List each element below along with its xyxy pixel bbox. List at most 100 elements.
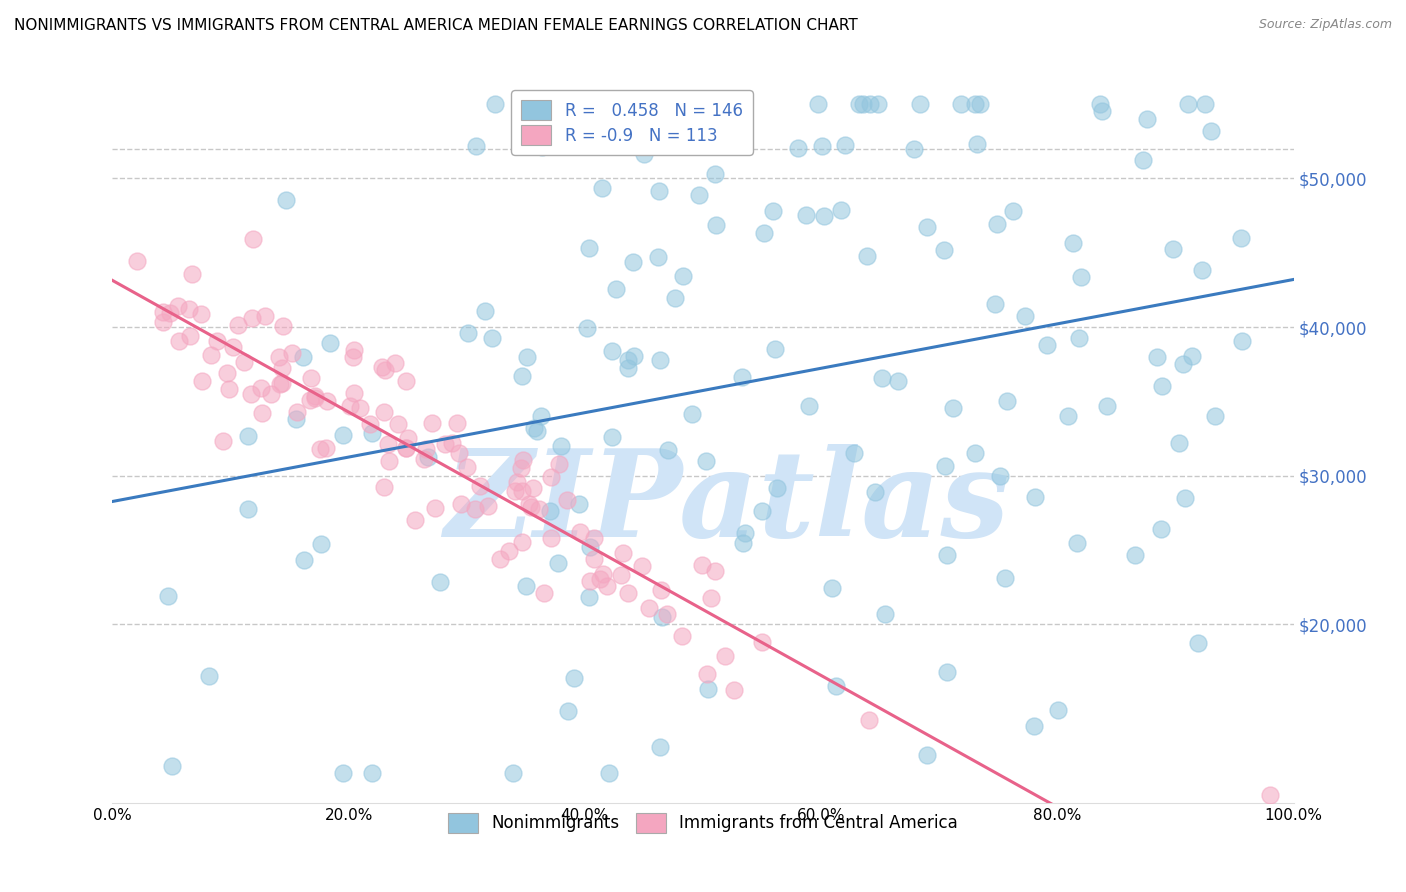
Point bbox=[1168, 435, 1191, 450]
Point bbox=[830, 203, 852, 218]
Point bbox=[152, 305, 174, 319]
Point bbox=[598, 766, 620, 780]
Point bbox=[648, 740, 671, 755]
Point bbox=[799, 400, 821, 414]
Point bbox=[630, 558, 652, 573]
Point bbox=[994, 571, 1017, 585]
Point bbox=[152, 315, 174, 329]
Point bbox=[651, 610, 673, 624]
Point bbox=[522, 481, 544, 495]
Point bbox=[942, 401, 965, 416]
Point bbox=[343, 386, 366, 401]
Point bbox=[834, 137, 856, 152]
Point bbox=[217, 366, 239, 380]
Point bbox=[395, 374, 418, 388]
Point bbox=[763, 343, 786, 357]
Point bbox=[449, 445, 471, 459]
Point bbox=[239, 387, 262, 401]
Point bbox=[342, 350, 364, 364]
Point bbox=[530, 139, 553, 153]
Point bbox=[704, 131, 727, 145]
Point bbox=[1174, 491, 1197, 505]
Point bbox=[1146, 350, 1168, 364]
Point bbox=[503, 484, 526, 499]
Point bbox=[664, 292, 686, 306]
Point bbox=[1194, 97, 1216, 112]
Point bbox=[457, 326, 479, 340]
Point bbox=[456, 460, 478, 475]
Point bbox=[932, 243, 955, 257]
Point bbox=[903, 142, 925, 156]
Point bbox=[1132, 153, 1154, 168]
Point bbox=[969, 97, 991, 112]
Point bbox=[704, 219, 727, 233]
Point bbox=[373, 405, 395, 419]
Point bbox=[332, 766, 354, 780]
Point bbox=[648, 184, 671, 198]
Point bbox=[688, 188, 710, 202]
Point bbox=[873, 607, 896, 622]
Point bbox=[429, 574, 451, 589]
Point bbox=[650, 582, 672, 597]
Point bbox=[1258, 789, 1281, 803]
Point bbox=[657, 443, 679, 458]
Point bbox=[1022, 719, 1045, 733]
Point bbox=[751, 634, 773, 648]
Point bbox=[547, 556, 569, 570]
Point bbox=[734, 526, 756, 541]
Point bbox=[610, 567, 633, 582]
Point bbox=[254, 310, 277, 324]
Point bbox=[370, 359, 392, 374]
Point bbox=[181, 268, 204, 282]
Point bbox=[579, 540, 602, 554]
Point bbox=[950, 97, 973, 112]
Point bbox=[260, 387, 283, 401]
Point bbox=[718, 97, 741, 112]
Point bbox=[794, 208, 817, 222]
Point bbox=[343, 343, 366, 357]
Point bbox=[269, 377, 291, 392]
Point bbox=[292, 553, 315, 567]
Text: NONIMMIGRANTS VS IMMIGRANTS FROM CENTRAL AMERICA MEDIAN FEMALE EARNINGS CORRELAT: NONIMMIGRANTS VS IMMIGRANTS FROM CENTRAL… bbox=[14, 18, 858, 33]
Point bbox=[242, 232, 264, 246]
Point bbox=[856, 249, 879, 263]
Point bbox=[704, 167, 727, 181]
Point bbox=[446, 416, 468, 430]
Point bbox=[377, 436, 399, 450]
Point bbox=[377, 454, 399, 468]
Point bbox=[309, 442, 332, 456]
Point bbox=[517, 497, 540, 511]
Point bbox=[396, 431, 419, 445]
Point bbox=[917, 747, 939, 762]
Point bbox=[690, 558, 713, 573]
Point bbox=[935, 665, 957, 680]
Point bbox=[515, 579, 537, 593]
Point bbox=[450, 497, 472, 511]
Point bbox=[852, 97, 875, 112]
Point bbox=[915, 219, 938, 234]
Point bbox=[510, 483, 533, 498]
Legend: Nonimmigrants, Immigrants from Central America: Nonimmigrants, Immigrants from Central A… bbox=[440, 805, 966, 841]
Point bbox=[752, 226, 775, 240]
Point bbox=[578, 574, 600, 588]
Point bbox=[681, 408, 703, 422]
Text: Source: ZipAtlas.com: Source: ZipAtlas.com bbox=[1258, 18, 1392, 31]
Point bbox=[648, 352, 671, 367]
Point bbox=[984, 297, 1007, 311]
Point bbox=[269, 351, 291, 365]
Point bbox=[936, 549, 959, 563]
Point bbox=[252, 406, 274, 420]
Point bbox=[304, 389, 326, 403]
Point bbox=[616, 352, 638, 367]
Point bbox=[526, 424, 548, 438]
Point bbox=[498, 544, 520, 558]
Point bbox=[1177, 97, 1199, 112]
Point bbox=[550, 439, 572, 453]
Point bbox=[811, 139, 834, 153]
Point bbox=[516, 351, 538, 365]
Point bbox=[602, 344, 624, 359]
Point bbox=[863, 485, 886, 500]
Point bbox=[647, 250, 669, 264]
Point bbox=[190, 307, 212, 321]
Point bbox=[1204, 409, 1226, 423]
